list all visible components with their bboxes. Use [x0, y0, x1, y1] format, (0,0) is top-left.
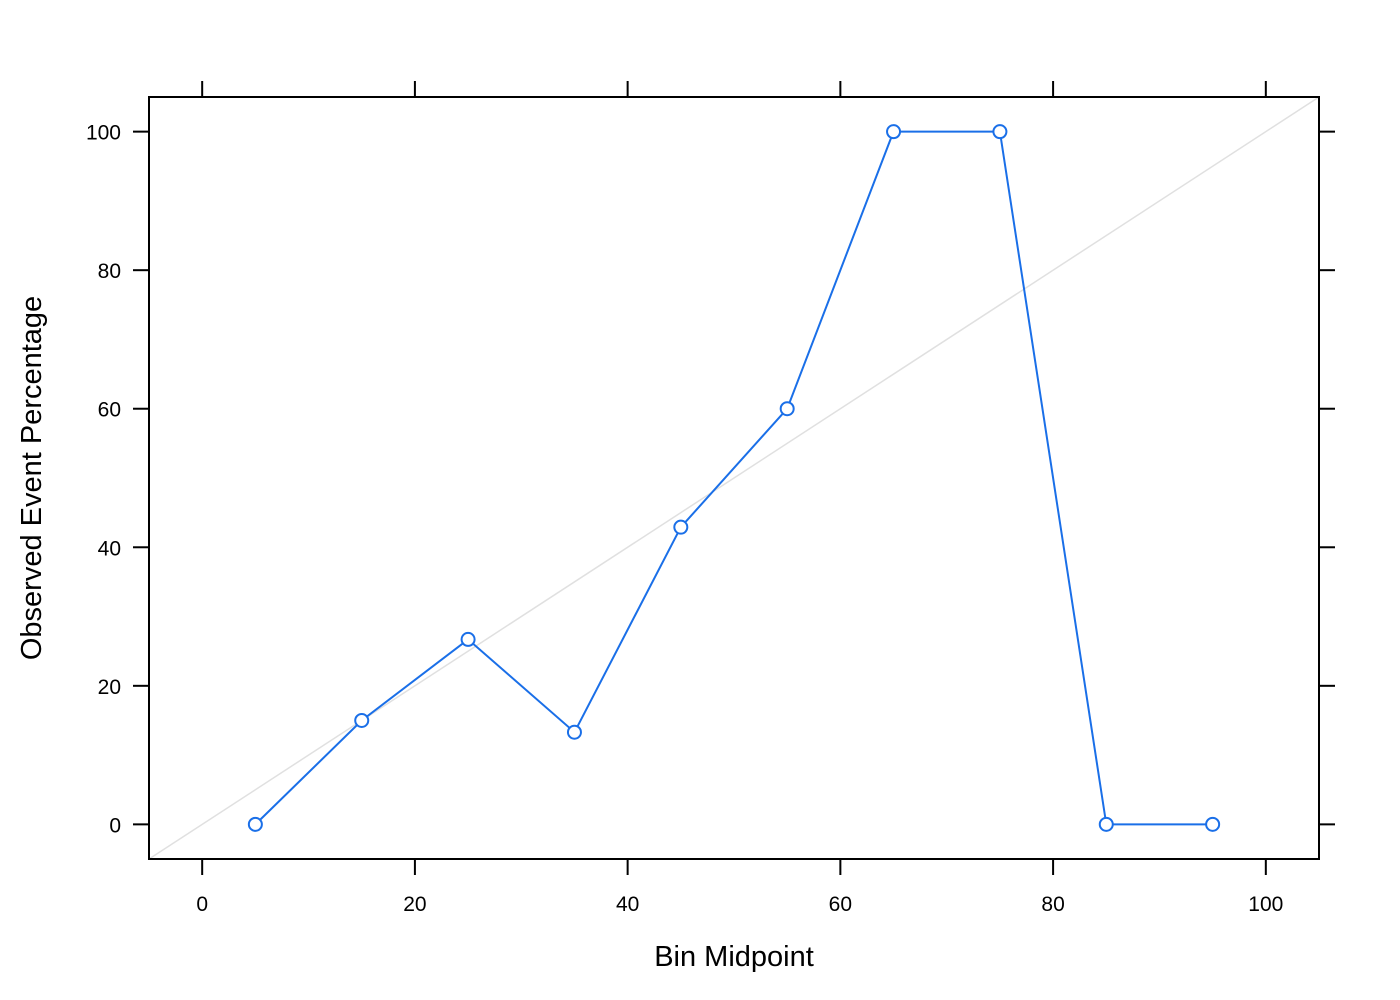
reference-diagonal-line [148, 96, 1320, 860]
x-axis-title: Bin Midpoint [654, 941, 814, 973]
y-tick-label: 20 [98, 676, 121, 699]
y-tick-labels: 0 20 40 60 80 100 [86, 122, 121, 838]
data-point [460, 631, 476, 647]
y-tick-label: 60 [98, 399, 121, 422]
y-tick-label: 80 [98, 260, 121, 283]
x-tick-label: 20 [403, 893, 426, 916]
y-axis-right-ticks [1319, 130, 1335, 826]
x-tick-label: 80 [1041, 893, 1064, 916]
x-tick-labels: 0 20 40 60 80 100 [196, 893, 1283, 916]
data-point [354, 712, 370, 728]
y-tick-label: 40 [98, 537, 121, 560]
data-point [886, 124, 902, 140]
series-group [247, 124, 1221, 832]
y-axis-title: Observed Event Percentage [16, 296, 48, 660]
data-point [1205, 816, 1221, 832]
data-point [247, 816, 263, 832]
data-point [673, 519, 689, 535]
x-tick-label: 100 [1248, 893, 1283, 916]
data-point [566, 724, 582, 740]
y-tick-label: 0 [109, 814, 121, 837]
plot-frame [148, 96, 1320, 860]
series-line [254, 130, 1213, 826]
y-axis-left-ticks [133, 130, 149, 826]
data-point [992, 124, 1008, 140]
data-point [1098, 816, 1114, 832]
x-tick-label: 40 [616, 893, 639, 916]
x-axis-top-ticks [201, 81, 1267, 97]
y-tick-label: 100 [86, 122, 121, 145]
x-axis-bottom-ticks [201, 859, 1267, 875]
x-tick-label: 0 [196, 893, 208, 916]
x-tick-label: 60 [829, 893, 852, 916]
data-point [779, 401, 795, 417]
